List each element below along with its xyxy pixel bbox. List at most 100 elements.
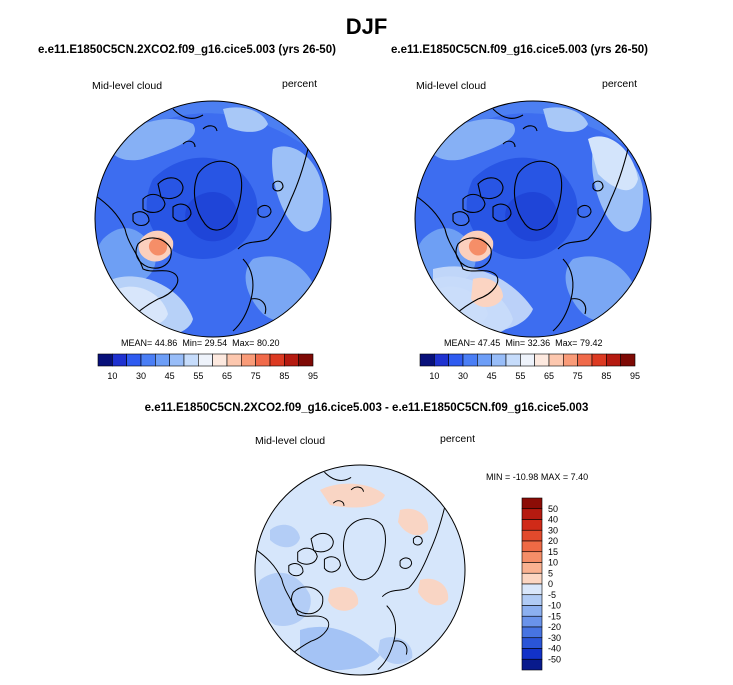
panel-1-colorbar-tick-label: 75 <box>251 371 261 381</box>
panel-1-colorbar-swatch <box>97 353 113 367</box>
panel-1-case-title: e.e11.E1850C5CN.2XCO2.f09_g16.cice5.003 … <box>38 44 336 56</box>
panel-2-mean: 47.45 <box>477 338 501 348</box>
panel-1-colorbar-swatch <box>183 353 199 367</box>
panel-2-colorbar-swatch <box>548 353 564 367</box>
difference-colorbar-swatch <box>521 562 543 574</box>
panel-2-colorbar-swatch <box>606 353 621 367</box>
panel-1-units-label: percent <box>282 78 318 90</box>
difference-colorbar-tick-label: -5 <box>548 590 556 600</box>
difference-colorbar-swatch <box>521 594 543 606</box>
panel-2-max: 79.42 <box>579 338 603 348</box>
difference-colorbar-tick-label: 50 <box>548 504 558 514</box>
panel-2-colorbar-tick-label: 55 <box>515 371 525 381</box>
panel-2-case-title: e.e11.E1850C5CN.f09_g16.cice5.003 (yrs 2… <box>391 44 649 56</box>
difference-colorbar-swatch <box>521 648 543 660</box>
difference-variable-label: Mid-level cloud <box>255 435 326 447</box>
panel-2-colorbar-swatch <box>534 353 550 367</box>
panel-1-colorbar-swatch <box>226 353 242 367</box>
panel-1-colorbar-swatch <box>298 353 314 367</box>
difference-colorbar-tick-label: 10 <box>548 558 558 568</box>
panel-1-mean: 44.86 <box>154 338 178 348</box>
panel-2-colorbar-tick-label: 45 <box>487 371 497 381</box>
panel-1-colorbar-swatch <box>140 353 156 367</box>
panel-1-colorbar-swatch <box>212 353 228 367</box>
panel-2-map <box>415 101 651 337</box>
panel-1-colorbar-swatch <box>269 353 285 367</box>
panel-2-colorbar-swatch <box>491 353 507 367</box>
panel-2-min: 32.36 <box>527 338 551 348</box>
difference-colorbar-tick-label: -50 <box>548 654 561 664</box>
panel-1-colorbar-tick-label: 95 <box>308 371 318 381</box>
panel-2-colorbar: 10 30 45 55 65 75 85 95 <box>419 353 640 381</box>
difference-colorbar-swatch <box>521 508 543 520</box>
panel-2-colorbar-swatch <box>563 353 578 367</box>
panel-2-colorbar-tick-label: 10 <box>429 371 439 381</box>
panel-1-colorbar-swatch <box>255 353 271 367</box>
difference-case-title: e.e11.E1850C5CN.2XCO2.f09_g16.cice5.003 … <box>144 402 589 414</box>
panel-2-colorbar-swatch <box>591 353 607 367</box>
panel-2-map-border <box>414 100 652 338</box>
difference-colorbar-tick-label: -40 <box>548 644 561 654</box>
panel-1-colorbar-tick-label: 30 <box>136 371 146 381</box>
panel-2-colorbar-swatch <box>620 353 636 367</box>
panel-1-colorbar-tick-label: 55 <box>193 371 203 381</box>
difference-colorbar-swatch <box>521 615 543 628</box>
figure-title: DJF <box>345 14 388 39</box>
difference-colorbar-swatch <box>521 529 543 542</box>
panel-2-colorbar-tick-label: 75 <box>573 371 583 381</box>
difference-colorbar-swatch <box>521 637 543 649</box>
difference-colorbar-tick-label: 40 <box>548 515 558 525</box>
difference-colorbar-tick-label: 5 <box>548 568 553 578</box>
panel-2-colorbar-tick-label: 95 <box>630 371 640 381</box>
panel-2-variable-label: Mid-level cloud <box>416 80 487 92</box>
difference-colorbar-swatch <box>521 658 543 671</box>
panel-1-colorbar-swatch <box>126 353 142 367</box>
panel-2-colorbar-swatch <box>419 353 435 367</box>
difference-stats: MIN = -10.98 MAX = 7.40 <box>486 472 589 482</box>
panel-2-colorbar-swatch <box>577 353 593 367</box>
panel-1-colorbar: 10 30 45 55 65 75 85 95 <box>97 353 318 381</box>
panel-2-units-label: percent <box>602 78 638 90</box>
panel-1-colorbar-tick-label: 85 <box>279 371 289 381</box>
difference-colorbar-swatch <box>521 626 543 639</box>
panel-1-colorbar-tick-label: 65 <box>222 371 232 381</box>
panel-1-colorbar-tick-label: 10 <box>107 371 117 381</box>
panel-2-colorbar-tick-label: 65 <box>544 371 554 381</box>
difference-colorbar-swatch <box>521 572 543 585</box>
difference-colorbar-tick-label: -20 <box>548 622 561 632</box>
difference-max: 7.40 <box>570 472 589 482</box>
difference-units-label: percent <box>440 433 476 445</box>
panel-1-colorbar-swatch <box>112 353 127 367</box>
panel-2-colorbar-swatch <box>434 353 449 367</box>
difference-colorbar-tick-label: 0 <box>548 579 553 589</box>
difference-colorbar-tick-label: -30 <box>548 633 561 643</box>
panel-2-colorbar-swatch <box>520 353 535 367</box>
panel-2-colorbar-tick-label: 85 <box>601 371 611 381</box>
panel-2-colorbar-tick-label: 30 <box>458 371 468 381</box>
panel-1-stats: MEAN= 44.86 Min= 29.54 Max= 80.20 <box>121 338 280 348</box>
difference-colorbar-tick-label: -10 <box>548 601 561 611</box>
difference-colorbar-swatch <box>521 497 543 510</box>
panel-1-colorbar-tick-label: 45 <box>165 371 175 381</box>
difference-map-border <box>254 464 466 676</box>
panel-2-colorbar-swatch <box>462 353 478 367</box>
panel-1-colorbar-swatch <box>198 353 213 367</box>
difference-colorbar-tick-label: 15 <box>548 547 558 557</box>
difference-colorbar-swatch <box>521 519 543 531</box>
panel-1-colorbar-swatch <box>169 353 185 367</box>
difference-colorbar-swatch <box>521 605 543 617</box>
difference-colorbar-swatch <box>521 551 543 563</box>
panel-2-colorbar-swatch <box>477 353 492 367</box>
difference-colorbar-swatch <box>521 540 543 553</box>
panel-1-map-border <box>94 100 332 338</box>
panel-1-map <box>95 101 331 337</box>
panel-1-variable-label: Mid-level cloud <box>92 80 163 92</box>
difference-colorbar-swatch <box>521 583 543 596</box>
difference-colorbar-tick-label: 20 <box>548 536 558 546</box>
difference-map <box>255 465 465 675</box>
panel-1-colorbar-swatch <box>241 353 256 367</box>
difference-colorbar-tick-label: -15 <box>548 611 561 621</box>
panel-2-colorbar-swatch <box>505 353 521 367</box>
